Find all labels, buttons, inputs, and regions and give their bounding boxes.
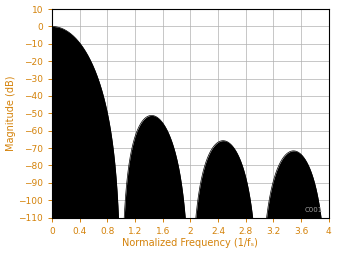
Y-axis label: Magnitude (dB): Magnitude (dB) (5, 76, 16, 151)
X-axis label: Normalized Frequency (1/fₛ): Normalized Frequency (1/fₛ) (122, 239, 258, 248)
Text: C001: C001 (305, 208, 323, 213)
